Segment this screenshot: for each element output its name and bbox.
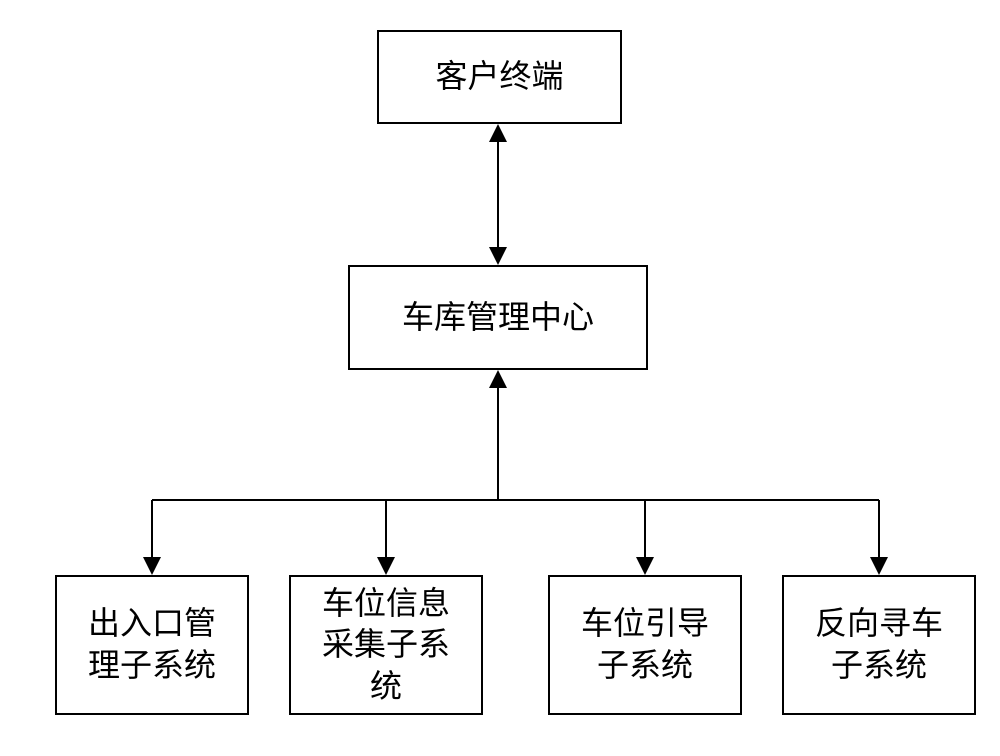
node-center-label: 车库管理中心: [402, 297, 594, 339]
node-sub2: 车位信息采集子系统: [289, 575, 483, 715]
node-center: 车库管理中心: [348, 265, 648, 370]
node-sub3: 车位引导子系统: [548, 575, 742, 715]
node-sub4: 反向寻车子系统: [782, 575, 976, 715]
node-sub3-label: 车位引导子系统: [581, 603, 709, 686]
node-sub2-label: 车位信息采集子系统: [322, 583, 450, 708]
node-sub4-label: 反向寻车子系统: [815, 603, 943, 686]
node-client: 客户终端: [377, 30, 622, 124]
node-sub1-label: 出入口管理子系统: [88, 603, 216, 686]
node-sub1: 出入口管理子系统: [55, 575, 249, 715]
node-client-label: 客户终端: [435, 56, 563, 98]
